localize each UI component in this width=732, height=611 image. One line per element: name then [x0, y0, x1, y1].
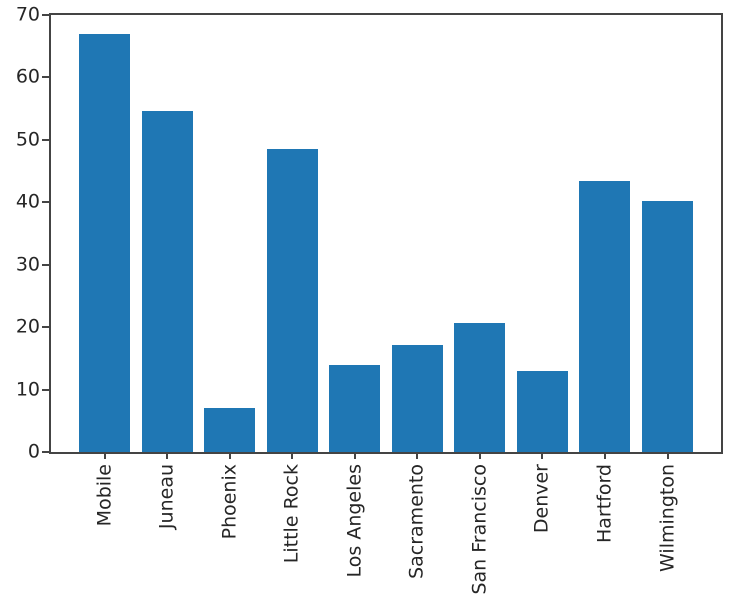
y-tick-mark: [42, 326, 49, 329]
y-tick-mark: [42, 76, 49, 79]
x-tick-mark: [166, 452, 169, 459]
x-tick-mark: [353, 452, 356, 459]
y-tick-mark: [42, 14, 49, 16]
bar-juneau: [141, 110, 193, 452]
y-tick-label: 20: [15, 315, 40, 338]
x-tick-mark: [478, 452, 481, 459]
x-tick-label: San Francisco: [468, 464, 491, 595]
bar-los-angeles: [329, 364, 381, 452]
y-tick-label: 70: [15, 3, 40, 26]
bar-wilmington: [642, 201, 693, 452]
y-tick-label: 60: [15, 65, 40, 88]
x-tick-label: Los Angeles: [343, 464, 366, 578]
x-tick-label: Wilmington: [656, 464, 678, 572]
x-tick-mark: [228, 452, 231, 459]
x-tick-label: Juneau: [155, 464, 178, 530]
plot-area: [49, 13, 723, 454]
x-tick-mark: [603, 452, 606, 459]
x-tick-mark: [666, 452, 669, 459]
y-tick-mark: [42, 201, 49, 204]
y-tick-mark: [42, 388, 49, 391]
bar-little-rock: [266, 149, 318, 452]
y-tick-label: 30: [15, 253, 40, 276]
y-tick-label: 40: [15, 190, 40, 213]
x-tick-label: Little Rock: [280, 464, 303, 564]
x-tick-label: Denver: [530, 464, 553, 534]
y-tick-mark: [42, 138, 49, 141]
y-tick-label: 10: [15, 378, 40, 401]
bar-denver: [516, 370, 568, 452]
y-tick-mark: [42, 451, 49, 453]
x-tick-label: Sacramento: [405, 464, 428, 579]
x-tick-label: Hartford: [593, 464, 616, 544]
x-tick-label: Mobile: [93, 464, 115, 527]
y-tick-mark: [42, 263, 49, 266]
x-tick-mark: [416, 452, 419, 459]
bar-sacramento: [391, 344, 443, 452]
y-tick-label: 0: [27, 440, 40, 463]
x-tick-mark: [291, 452, 294, 459]
bar-phoenix: [204, 408, 256, 452]
x-tick-mark: [541, 452, 544, 459]
bar-san-francisco: [454, 322, 506, 452]
x-tick-mark: [103, 452, 106, 459]
y-tick-label: 50: [15, 128, 40, 151]
bar-mobile: [79, 33, 130, 452]
bar-hartford: [579, 181, 631, 452]
x-tick-label: Phoenix: [218, 464, 241, 540]
